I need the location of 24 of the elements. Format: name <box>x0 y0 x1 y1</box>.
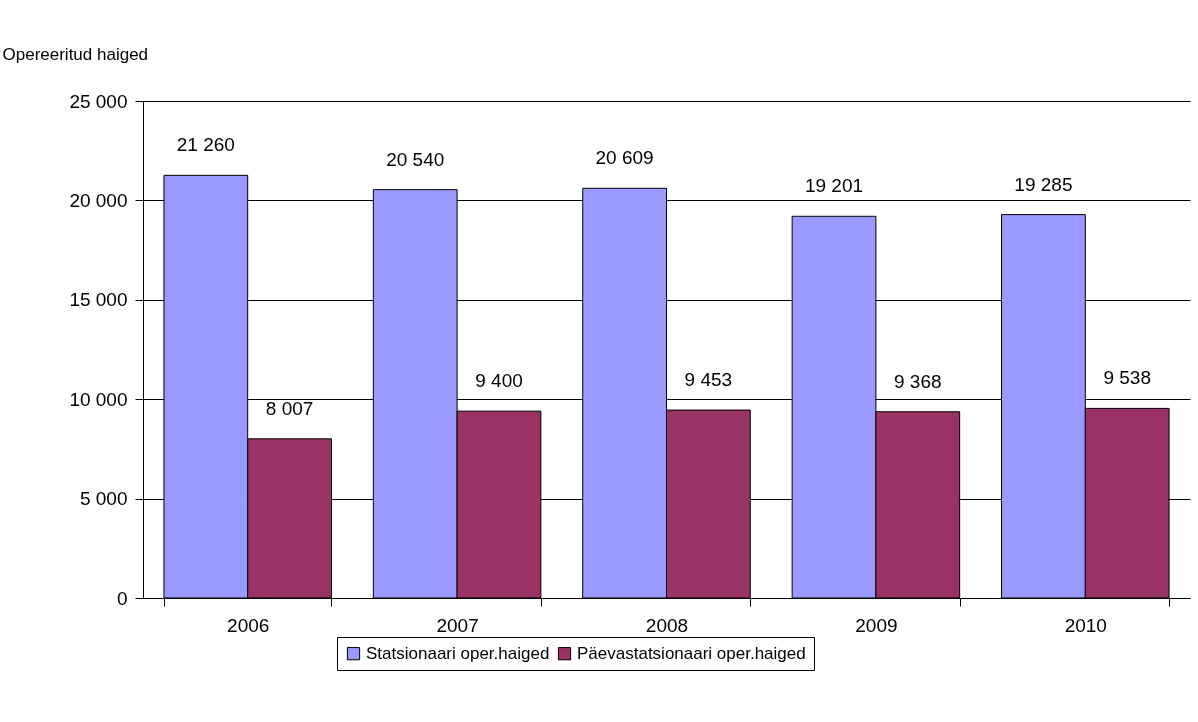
y-tick-label: 15 000 <box>69 289 128 311</box>
y-axis-title: Opereeritud haiged <box>2 44 149 64</box>
y-tick-label: 10 000 <box>69 388 128 410</box>
y-tick-label: 0 <box>116 587 128 609</box>
data-label: 9 538 <box>1103 367 1151 389</box>
x-tick-label: 2007 <box>436 614 479 636</box>
y-tick-label: 5 000 <box>79 488 128 510</box>
data-label: 21 260 <box>176 134 235 156</box>
data-label: 9 453 <box>684 369 733 391</box>
data-label: 20 540 <box>386 148 445 170</box>
data-label: 19 201 <box>804 175 864 197</box>
legend-label: Päevastatsionaari oper.haiged <box>577 643 806 663</box>
data-label: 8 007 <box>265 397 314 419</box>
x-tick-label: 2010 <box>1064 614 1107 636</box>
x-tick-label: 2006 <box>227 614 270 636</box>
y-tick-label: 20 000 <box>69 189 128 211</box>
data-label: 9 400 <box>475 370 523 392</box>
legend-label: Statsionaari oper.haiged <box>366 643 550 663</box>
data-label: 9 368 <box>894 370 942 392</box>
x-tick-label: 2009 <box>855 614 898 636</box>
data-label: 20 609 <box>595 147 654 169</box>
data-label: 19 285 <box>1014 173 1073 195</box>
x-tick-label: 2008 <box>645 614 689 636</box>
y-tick-label: 25 000 <box>69 90 128 112</box>
